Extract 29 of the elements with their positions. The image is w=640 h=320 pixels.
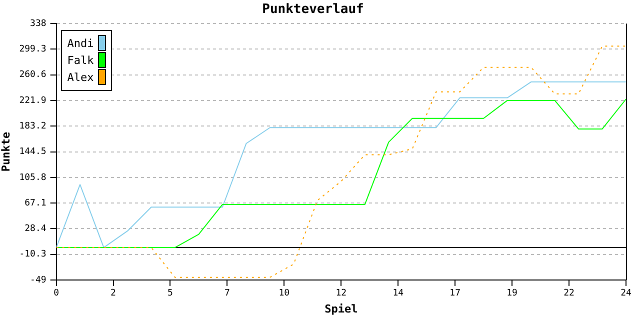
legend-label: Andi xyxy=(67,36,94,50)
x-tick-label: 5 xyxy=(168,288,173,299)
y-tick-label: 28.4 xyxy=(24,224,46,234)
legend-label: Falk xyxy=(67,54,94,67)
y-tick-label: 144.5 xyxy=(19,147,46,158)
y-tick-label: 183.2 xyxy=(19,122,46,132)
y-tick-label: 338 xyxy=(30,18,46,29)
y-tick-label: -49 xyxy=(30,275,46,286)
x-tick-label: 17 xyxy=(450,288,461,299)
y-tick-label: 260.6 xyxy=(19,70,46,80)
x-tick-label: 7 xyxy=(224,288,230,299)
y-tick-label: 67.1 xyxy=(24,198,46,208)
y-tick-label: 105.8 xyxy=(19,172,46,183)
x-tick-label: 12 xyxy=(336,288,347,299)
x-tick-label: 22 xyxy=(564,288,574,299)
x-tick-label: 24 xyxy=(620,288,632,299)
legend-label: Alex xyxy=(67,70,94,84)
line-series xyxy=(56,46,626,278)
x-tick-label: 14 xyxy=(392,288,404,299)
x-tick-label: 19 xyxy=(506,288,518,299)
y-axis-title: Punkte xyxy=(0,132,12,172)
x-tick-label: 10 xyxy=(278,288,290,299)
chart-title: Punkteverlauf xyxy=(262,2,364,18)
x-tick-label: 0 xyxy=(54,288,60,299)
y-tick-label: 221.9 xyxy=(19,96,46,106)
x-axis-title: Spiel xyxy=(324,302,358,316)
y-tick-label: 299.3 xyxy=(19,44,46,55)
y-tick-label: -10.3 xyxy=(19,250,46,260)
x-tick-label: 2 xyxy=(110,288,116,299)
